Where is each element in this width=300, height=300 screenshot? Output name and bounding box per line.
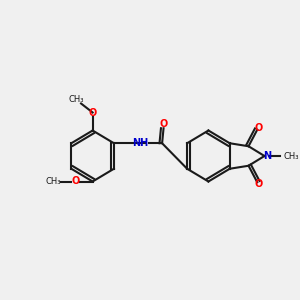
Text: O: O bbox=[255, 179, 263, 189]
Text: CH₃: CH₃ bbox=[283, 152, 299, 160]
Text: O: O bbox=[88, 107, 97, 118]
Text: CH₃: CH₃ bbox=[46, 177, 61, 186]
Text: NH: NH bbox=[132, 138, 148, 148]
Text: O: O bbox=[71, 176, 80, 187]
Text: O: O bbox=[159, 119, 168, 129]
Text: N: N bbox=[263, 151, 272, 161]
Text: O: O bbox=[255, 123, 263, 133]
Text: CH₃: CH₃ bbox=[69, 94, 85, 103]
